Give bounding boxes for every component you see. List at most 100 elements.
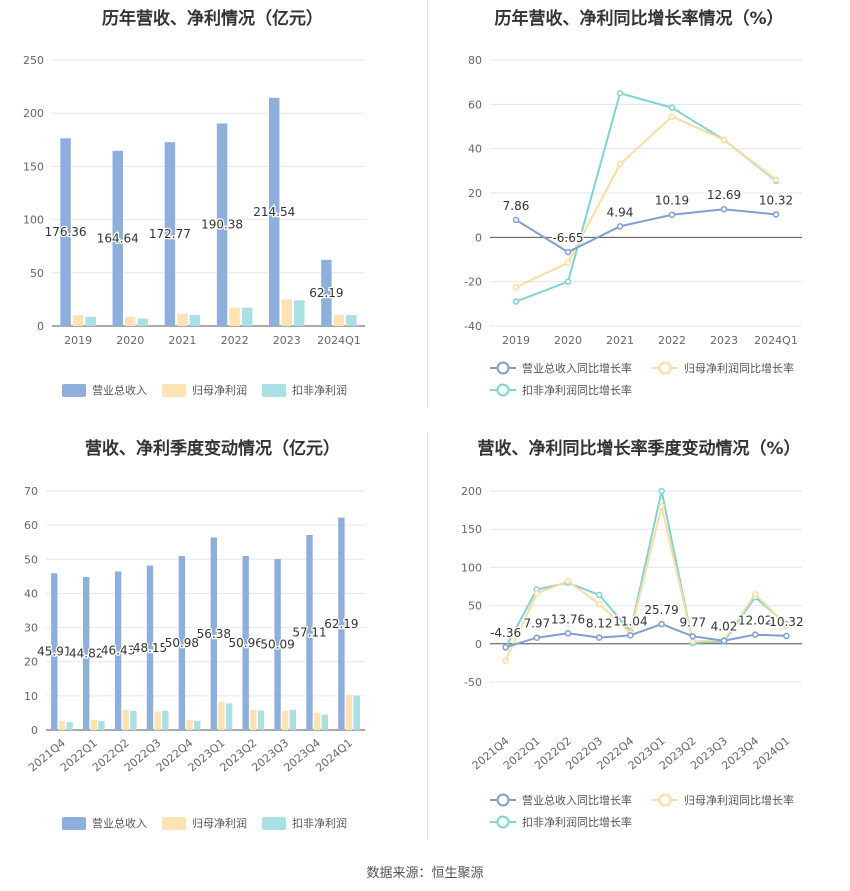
bar-parent-profit	[154, 711, 161, 730]
x-tick-label: 2019	[64, 334, 92, 347]
bar-value-label: 57.11	[292, 626, 326, 640]
bar-deducted-profit	[189, 314, 201, 326]
legend-label: 扣非净利润	[292, 383, 347, 397]
series-point	[564, 259, 572, 267]
bar-revenue	[178, 555, 186, 730]
x-tick-label: 2020	[116, 334, 144, 347]
panel-divider-bottom	[427, 432, 428, 840]
legend-label: 扣非净利润同比增长率	[522, 815, 632, 829]
legend-swatch	[262, 817, 286, 830]
legend-label: 归母净利润同比增长率	[684, 793, 794, 807]
y-tick-label: 50	[468, 600, 482, 613]
y-tick-label: 200	[23, 107, 44, 120]
series-point	[564, 577, 572, 585]
y-tick-label: 150	[461, 523, 482, 536]
bar-deducted-profit	[85, 316, 96, 326]
bar-value-label: 48.15	[133, 641, 167, 655]
x-tick-label: 2023	[710, 334, 738, 347]
y-tick-label: -20	[464, 276, 482, 289]
legend-swatch	[62, 384, 86, 397]
bar-parent-profit	[313, 712, 321, 730]
point-value-label: 7.97	[523, 617, 550, 631]
series-point	[616, 223, 624, 230]
series-point	[595, 600, 603, 608]
point-value-label: -6.65	[552, 231, 583, 245]
bar-value-label: 62.19	[309, 286, 343, 300]
y-tick-label: 0	[37, 320, 44, 333]
legend-label: 营业总收入	[92, 383, 147, 397]
legend-label: 营业总收入同比增长率	[522, 793, 632, 807]
y-tick-label: 150	[23, 160, 44, 173]
series-point	[783, 632, 790, 640]
series-point	[668, 113, 676, 120]
legend-marker	[496, 815, 510, 829]
bar-revenue	[60, 138, 71, 326]
annual-bar-svg: 0 50 100 150 200 250 176.36 164.64 172.77 190.38 2…	[23, 54, 365, 397]
series-point	[658, 620, 665, 628]
y-tick-label: 70	[24, 485, 38, 498]
legend-label: 扣非净利润同比增长率	[522, 383, 632, 397]
bar-parent-profit	[177, 313, 188, 326]
legend-marker	[658, 361, 672, 375]
bar-revenue	[83, 576, 90, 730]
bar-revenue	[51, 573, 58, 730]
y-tick-label: 100	[23, 214, 44, 227]
legend-swatch	[162, 384, 186, 397]
point-value-label: 11.04	[613, 614, 647, 628]
x-tick-label: 2024Q1	[317, 334, 361, 347]
y-tick-label: 20	[24, 656, 38, 669]
series-point	[751, 590, 759, 598]
bar-revenue	[321, 259, 332, 326]
bar-revenue	[338, 517, 345, 730]
chart-title: 历年营收、净利情况（亿元）	[102, 9, 323, 29]
panel-divider-top	[427, 0, 428, 408]
bar-deducted-profit	[353, 695, 360, 730]
y-tick-label: 60	[24, 519, 38, 532]
bar-value-label: 62.19	[324, 617, 358, 631]
x-tick-label: 2022	[221, 334, 249, 347]
legend-label: 归母净利润同比增长率	[684, 361, 794, 375]
y-tick-label: 50	[24, 553, 38, 566]
series-point	[668, 104, 676, 111]
bar-deducted-profit	[98, 721, 105, 730]
y-tick-label: 0	[31, 724, 38, 737]
series-point	[658, 503, 665, 510]
y-tick-label: 40	[24, 587, 38, 600]
series-point	[502, 657, 509, 664]
y-tick-label: 0	[475, 231, 482, 244]
point-value-label: 10.32	[759, 193, 793, 207]
annual-revenue-profit-chart: 历年营收、净利情况（亿元） 0 50 100 150 200 250 176.36 164.6…	[0, 0, 425, 410]
point-value-label: 13.76	[551, 612, 585, 626]
point-value-label: 12.69	[707, 188, 741, 202]
series-line	[505, 623, 787, 649]
bar-revenue	[114, 571, 122, 730]
series-line	[504, 490, 788, 649]
series-point	[564, 248, 572, 256]
bar-deducted-profit	[225, 703, 233, 730]
series-point	[689, 633, 697, 640]
y-tick-label: 200	[461, 485, 482, 498]
bar-value-label: 164.64	[97, 231, 139, 245]
series-point	[668, 211, 676, 218]
series-point	[595, 591, 603, 599]
point-value-label: 7.86	[503, 199, 530, 213]
bar-deducted-profit	[346, 315, 357, 326]
bar-value-label: 50.96	[229, 636, 263, 650]
bar-parent-profit	[345, 694, 353, 730]
chart-title: 营收、净利季度变动情况（亿元）	[85, 439, 340, 459]
y-tick-label: 100	[461, 561, 482, 574]
series-point	[512, 298, 520, 305]
y-tick-label: 10	[24, 690, 38, 703]
series-point	[772, 211, 780, 218]
y-tick-label: 40	[468, 143, 482, 156]
bar-deducted-profit	[321, 714, 328, 730]
bar-revenue	[269, 97, 280, 327]
chart-title: 营收、净利同比增长率季度变动情况（%）	[477, 439, 801, 459]
x-tick-label: 2022	[658, 334, 686, 347]
legend-label: 归母净利润	[192, 816, 247, 830]
series-point	[720, 637, 728, 644]
y-tick-label: -40	[464, 320, 482, 333]
bar-parent-profit	[229, 307, 240, 326]
quarterly-growth-chart: 营收、净利同比增长率季度变动情况（%） -50 0 50 100 150 200 -4.36…	[428, 430, 850, 840]
bar-revenue	[242, 556, 249, 730]
